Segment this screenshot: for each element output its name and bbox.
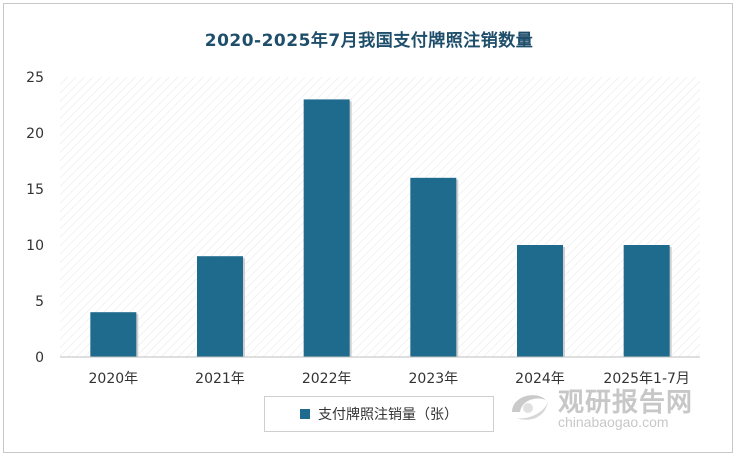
bars bbox=[90, 99, 672, 358]
bar bbox=[303, 99, 350, 358]
y-tick-label: 10 bbox=[26, 238, 44, 254]
bar bbox=[90, 312, 137, 357]
bar bbox=[197, 256, 243, 357]
y-tick-label: 20 bbox=[26, 126, 44, 142]
y-axis: 0 5 10 15 20 25 bbox=[26, 70, 44, 366]
legend-swatch bbox=[300, 409, 310, 419]
x-tick-label: 2025年1-7月 bbox=[603, 371, 690, 387]
x-tick-label: 2023年 bbox=[409, 371, 459, 387]
y-tick-label: 25 bbox=[26, 70, 44, 86]
watermark-url: chinabaogao.com bbox=[558, 414, 669, 430]
y-tick-label: 0 bbox=[35, 350, 44, 366]
legend-label: 支付牌照注销量（张） bbox=[318, 407, 458, 423]
chart-title: 2020-2025年7月我国支付牌照注销数量 bbox=[204, 31, 534, 51]
bar bbox=[410, 177, 457, 357]
bar bbox=[623, 245, 670, 357]
x-tick-label: 2024年 bbox=[515, 371, 565, 387]
x-tick-label: 2022年 bbox=[302, 371, 352, 387]
bar bbox=[517, 245, 563, 357]
x-tick-label: 2021年 bbox=[195, 371, 245, 387]
watermark: 观研报告网 chinabaogao.com bbox=[506, 380, 726, 440]
legend: 支付牌照注销量（张） bbox=[264, 396, 494, 432]
x-tick-label: 2020年 bbox=[89, 371, 139, 387]
y-tick-label: 5 bbox=[35, 294, 44, 310]
x-axis: 2020年 2021年 2022年 2023年 2024年 2025年1-7月 bbox=[60, 356, 700, 387]
watermark-logo-icon bbox=[512, 395, 548, 420]
plot-area bbox=[60, 77, 700, 357]
y-tick-label: 15 bbox=[26, 182, 44, 198]
watermark-name: 观研报告网 bbox=[558, 388, 694, 418]
